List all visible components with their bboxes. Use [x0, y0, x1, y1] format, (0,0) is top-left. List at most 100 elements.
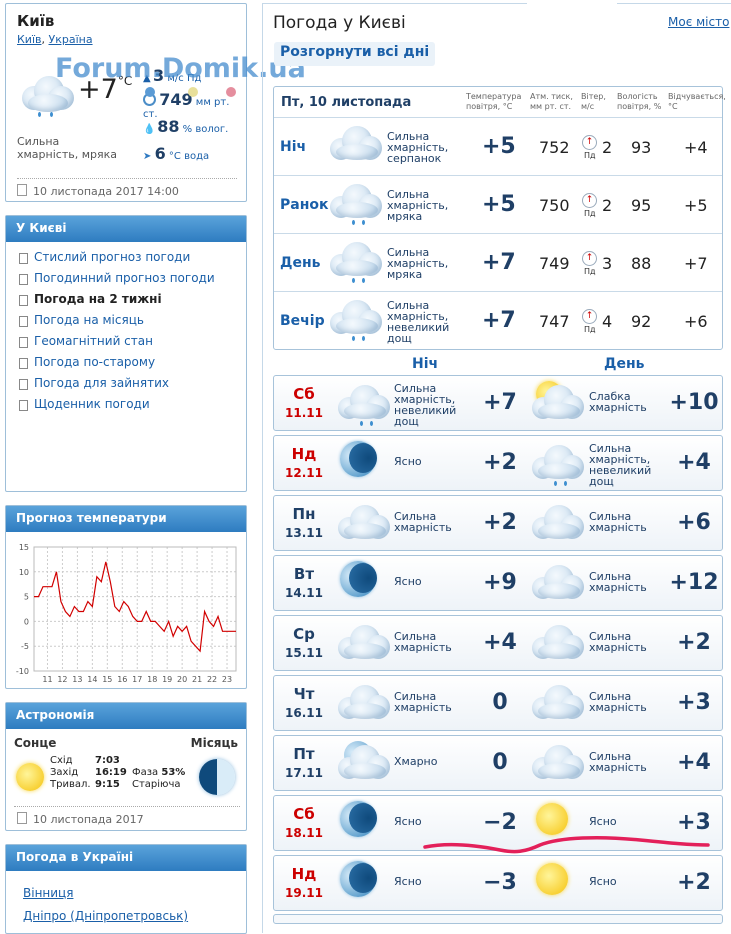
wind-row: ▲ 3 м/с Пд [143, 66, 202, 85]
sun-cloud-icon [530, 379, 588, 429]
period-feels: +5 [684, 196, 708, 215]
main-panel [262, 3, 731, 933]
day-of-week: Пн [292, 505, 316, 523]
sun-label: Сонце [14, 736, 57, 750]
night-desc: Хмарно [394, 755, 438, 768]
period-desc: Сильна хмарність, серпанок [387, 130, 449, 165]
city-link-vinnytsia[interactable]: Вінниця [23, 886, 74, 900]
chart-xtick: 18 [147, 675, 157, 684]
forecast-day-row[interactable]: Ср 15.11 Сильна хмарність +4 Сильна хмар… [273, 615, 723, 671]
period-feels: +4 [684, 138, 708, 157]
period-wind: 4 [602, 312, 613, 331]
night-temp: 0 [492, 750, 508, 775]
chart-xtick: 20 [177, 675, 187, 684]
expand-all-button[interactable]: Розгорнути всі дні [274, 42, 436, 66]
forecast-day-row[interactable]: Сб 18.11 Ясно −2 Ясно +3 [273, 795, 723, 851]
period-temp: +7 [482, 308, 516, 333]
temperature-chart: 15 10 5 0 -5 -10 11 12 13 14 15 16 17 18 19 20 21 22 23 [16, 543, 237, 684]
today-row: Ніч Сильна хмарність, серпанок +5 752 ↑ … [274, 117, 722, 175]
forecast-day-row[interactable]: Нд 12.11 Ясно +2 Сильна хмарність, невел… [273, 435, 723, 491]
moon-icon [336, 799, 394, 849]
kyiv-menu-item[interactable]: Погода на місяць [6, 310, 246, 331]
day-date: 12.11 [285, 466, 323, 480]
temp-chart-title: Прогноз температури [6, 506, 246, 532]
night-desc: Ясно [394, 875, 422, 888]
night-temp: +9 [483, 570, 517, 595]
forecast-day-row[interactable]: Чт 16.11 Сильна хмарність 0 Сильна хмарн… [273, 675, 723, 731]
cloud-icon [530, 499, 588, 549]
night-temp: +2 [483, 510, 517, 535]
day-desc: Ясно [589, 815, 617, 828]
moon-icon [336, 559, 394, 609]
forecast-day-row[interactable]: Сб 11.11 Сильна хмарність, невеликий дощ… [273, 375, 723, 431]
day-of-week: Сб [293, 805, 315, 823]
period-desc: Сильна хмарність, мряка [387, 246, 449, 281]
current-weather-panel: Київ Київ, Україна +7°C ▲ 3 м/с Пд 749 мм… [5, 3, 247, 202]
day-temp: +10 [669, 390, 719, 415]
period-desc: Сильна хмарність, мряка [387, 188, 449, 223]
my-city-link[interactable]: Моє місто [668, 15, 730, 29]
period-temp: +7 [482, 250, 516, 275]
current-desc: Сильна хмарність, мряка [17, 135, 117, 161]
chart-ytick: 15 [19, 543, 29, 552]
night-temp: +7 [483, 390, 517, 415]
day-desc: Сильна хмарність [589, 690, 647, 714]
forecast-day-row[interactable]: Вт 14.11 Ясно +9 Сильна хмарність +12 [273, 555, 723, 611]
kyiv-menu-item[interactable]: Погода на 2 тижні [6, 289, 246, 310]
kyiv-menu-item[interactable]: Погода для зайнятих [6, 373, 246, 394]
today-row: Ранок Сильна хмарність, мряка +5 750 ↑ П… [274, 175, 722, 233]
kyiv-menu-item[interactable]: Погода по-старому [6, 352, 246, 373]
wind-compass-icon: ↑ [582, 251, 597, 266]
sun-icon [16, 763, 44, 791]
chart-ytick: 0 [24, 617, 29, 626]
kyiv-menu-item[interactable]: Погодинний прогноз погоди [6, 268, 246, 289]
forecast-day-row[interactable]: Нд 19.11 Ясно −3 Ясно +2 [273, 855, 723, 911]
city-link-dnipro[interactable]: Дніпро (Дніпропетровськ) [23, 909, 189, 923]
chart-xtick: 16 [117, 675, 127, 684]
drop-icon: 💧 [143, 124, 156, 135]
city-link[interactable]: Київ [17, 33, 42, 46]
chart-frame [33, 546, 237, 672]
wind-dir: Пд [584, 325, 596, 334]
kyiv-menu-item[interactable]: Стислий прогноз погоди [6, 247, 246, 268]
day-date: 15.11 [285, 646, 323, 660]
kyiv-menu-item[interactable]: Щоденник погоди [6, 394, 246, 415]
night-desc: Ясно [394, 575, 422, 588]
wind-compass-icon: ↑ [582, 193, 597, 208]
period-label: Ніч [280, 139, 307, 155]
country-link[interactable]: Україна [48, 33, 93, 46]
day-desc: Сильна хмарність [589, 510, 647, 534]
kyiv-menu-item[interactable]: Геомагнітний стан [6, 331, 246, 352]
chart-xtick: 19 [162, 675, 172, 684]
wind-dir: Пд [584, 209, 596, 218]
period-humidity: 95 [631, 196, 652, 215]
chart-ytick: -5 [21, 642, 29, 651]
city-name: Київ [17, 12, 55, 30]
current-temp: +7°C [78, 74, 133, 105]
forecast-day-row[interactable]: Пн 13.11 Сильна хмарність +2 Сильна хмар… [273, 495, 723, 551]
cloud-icon [530, 739, 588, 789]
period-desc: Сильна хмарність, невеликий дощ [387, 299, 450, 345]
ukraine-panel: Погода в Україні Вінниця Дніпро (Дніпроп… [5, 844, 247, 934]
night-temp: +2 [483, 450, 517, 475]
day-temp: +4 [677, 750, 711, 775]
astronomy-panel: Астрономія Сонце Місяць Схід 7:03 Захід 16… [5, 702, 247, 831]
period-pressure: 750 [539, 196, 570, 215]
cloud-icon [530, 619, 588, 669]
humidity-row: 💧 88 % волог. [143, 117, 229, 136]
period-pressure: 752 [539, 138, 570, 157]
cloud-rain-icon [18, 74, 76, 117]
forecast-day-row[interactable]: Пт 17.11 Хмарно 0 Сильна хмарність +4 [273, 735, 723, 791]
watermark-text: Forum.Domik.ua [55, 53, 306, 84]
cloud-rain-icon [328, 236, 384, 286]
water-row: ➤ 6 °С вода [143, 144, 210, 163]
cloud-icon [336, 619, 394, 669]
cloud-icon [336, 499, 394, 549]
cloud-rain-icon [328, 294, 384, 344]
day-label: День [604, 356, 645, 372]
today-row: Вечір Сильна хмарність, невеликий дощ +7… [274, 291, 722, 349]
kyiv-menu-panel: У Києві Стислий прогноз погоди Погодинний… [5, 215, 247, 492]
night-label: Ніч [412, 356, 439, 372]
chart-xtick: 15 [102, 675, 112, 684]
day-temp: +12 [669, 570, 719, 595]
